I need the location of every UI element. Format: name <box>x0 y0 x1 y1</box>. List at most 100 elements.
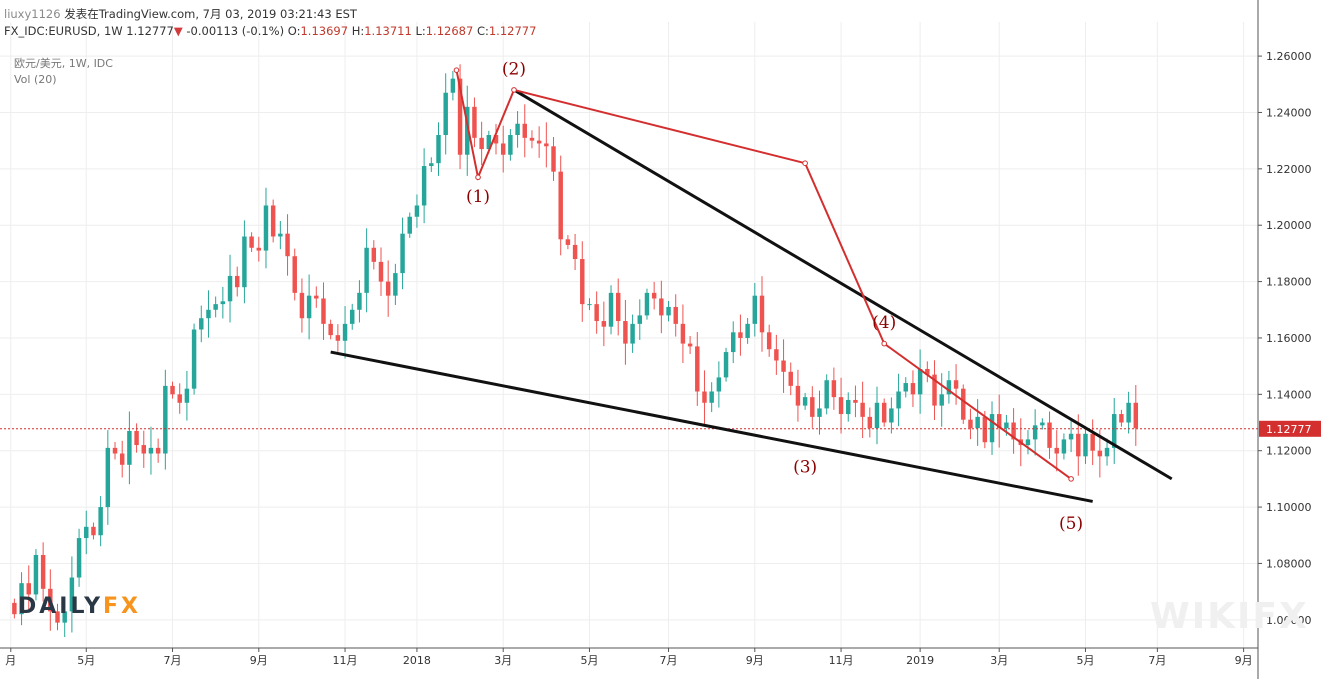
candle-body <box>242 236 247 288</box>
candle-body <box>695 346 700 392</box>
candle-body <box>500 143 506 155</box>
candle-body <box>249 236 254 248</box>
candle-body <box>220 301 226 305</box>
y-tick-label: 1.24000 <box>1266 106 1312 119</box>
candle-body <box>1076 433 1081 457</box>
candle-body <box>1112 414 1117 448</box>
x-tick-label: 5月 <box>580 654 598 667</box>
last-price-tag-label: 1.12777 <box>1266 423 1312 436</box>
candle-body <box>335 335 341 341</box>
candle-body <box>982 416 988 443</box>
wave-point <box>881 340 887 347</box>
x-tick-label: 3月 <box>990 654 1008 667</box>
x-tick-label: 月 <box>5 654 16 667</box>
candle-body <box>213 304 218 310</box>
candle-body <box>421 166 427 206</box>
candle-body <box>206 309 211 319</box>
chart-header-line-2: FX_IDC:EURUSD, 1W 1.12777▼ -0.00113 (-0.… <box>4 24 536 38</box>
candle-body <box>155 447 161 454</box>
x-tick-label: 3月 <box>494 654 512 667</box>
candle-body <box>1047 422 1052 448</box>
candle-body <box>903 383 908 392</box>
candle-body <box>601 321 607 327</box>
candle-body <box>385 281 391 296</box>
candle-body <box>141 445 146 454</box>
candle-body <box>788 371 793 386</box>
candle-body <box>968 419 973 429</box>
candle-body <box>774 349 779 361</box>
y-tick-label: 1.22000 <box>1266 163 1312 176</box>
x-tick-label: 5月 <box>77 654 95 667</box>
candle-body <box>299 292 305 319</box>
candle-body <box>810 397 815 417</box>
candle-body <box>199 318 204 330</box>
y-tick-label: 1.08000 <box>1266 557 1312 570</box>
candle-body <box>802 397 808 406</box>
candle-body <box>112 447 118 454</box>
open-label: O: <box>287 24 301 38</box>
candle-body <box>48 588 53 612</box>
candle-body <box>572 244 578 260</box>
candle-body <box>824 380 829 409</box>
candle-body <box>846 399 851 415</box>
candle-body <box>623 321 628 344</box>
candle-body <box>400 233 405 274</box>
price-change: -0.00113 (-0.1%) <box>186 24 285 38</box>
x-tick-label: 5月 <box>1076 654 1094 667</box>
wave-point <box>802 160 808 166</box>
candle-body <box>91 526 96 536</box>
candle-body <box>414 205 420 217</box>
candle-body <box>76 538 82 578</box>
candle-body <box>256 247 262 251</box>
candle-body <box>55 611 60 623</box>
candle-body <box>1090 433 1095 451</box>
candle-body <box>19 583 24 615</box>
high-label: H: <box>351 24 365 38</box>
candle-body <box>529 137 535 141</box>
logo-part-daily: DAILY <box>18 594 103 619</box>
candle-body <box>1083 433 1088 457</box>
candle-body <box>1119 414 1124 423</box>
candle-body <box>558 171 563 240</box>
candle-body <box>680 323 686 344</box>
candle-body <box>709 391 714 403</box>
candle-body <box>723 352 729 378</box>
candle-body <box>148 447 154 454</box>
wave-label: (2) <box>502 59 526 79</box>
author[interactable]: liuxy1126 <box>4 7 61 21</box>
candle-body <box>673 306 678 324</box>
close-label: C: <box>476 24 489 38</box>
candle-body <box>716 377 722 392</box>
candle-body <box>615 292 621 322</box>
candle-body <box>407 216 412 234</box>
candle-body <box>889 408 894 423</box>
y-tick-label: 1.10000 <box>1266 501 1312 514</box>
x-tick-label: 11月 <box>333 654 358 667</box>
candle-body <box>84 526 89 539</box>
candle-body <box>1011 422 1016 440</box>
candle-body <box>932 374 937 406</box>
series-legend[interactable]: 欧元/美元, 1W, IDC <box>14 57 113 70</box>
volume-legend[interactable]: Vol (20) <box>14 73 57 86</box>
candle-body <box>536 140 542 144</box>
low-value: 1.12687 <box>425 24 474 38</box>
candle-body <box>731 332 736 353</box>
candle-body <box>350 309 355 324</box>
low-label: L: <box>415 24 426 38</box>
symbol: FX_IDC:EURUSD, 1W <box>4 24 123 38</box>
x-tick-label: 2018 <box>403 654 431 667</box>
candle-body <box>1126 402 1131 423</box>
published-info: 发表在TradingView.com, 7月 03, 2019 03:21:43… <box>64 7 357 21</box>
candle-body <box>953 380 959 389</box>
candle-body <box>860 402 865 417</box>
candle-body <box>1032 425 1038 440</box>
candle-body <box>587 304 592 306</box>
last-price-tag <box>1259 420 1321 437</box>
candle-body <box>896 391 901 409</box>
y-tick-label: 1.14000 <box>1266 388 1312 401</box>
x-tick-label: 2019 <box>906 654 934 667</box>
candle-body <box>378 261 384 282</box>
candle-body <box>486 135 492 150</box>
candle-body <box>98 507 103 536</box>
